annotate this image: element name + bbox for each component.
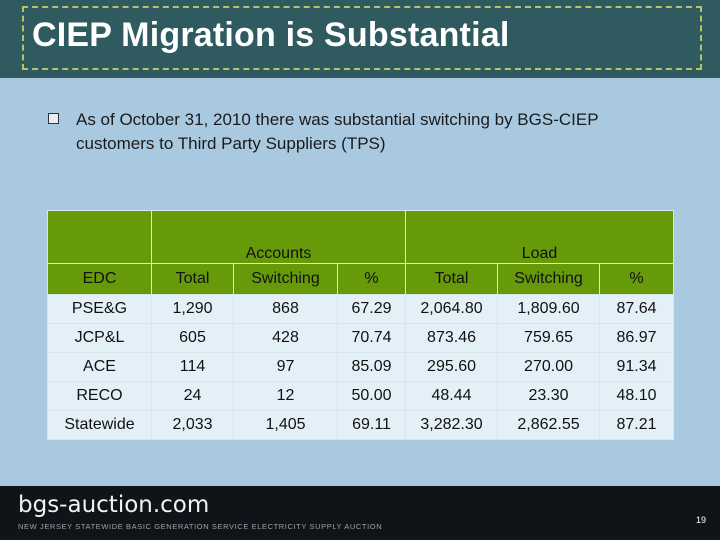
table-cell: 24 — [151, 381, 234, 411]
table-row: RECO 24 12 50.00 48.44 23.30 48.10 — [47, 381, 675, 411]
table-cell: 2,033 — [151, 410, 234, 440]
title-bar: CIEP Migration is Substantial — [0, 0, 720, 78]
table-cell: 868 — [233, 294, 338, 324]
migration-table: Accounts Load EDC Total Switching % Tota… — [47, 210, 675, 440]
table-cell: 67.29 — [336, 294, 407, 324]
table-cell: 86.97 — [599, 323, 675, 353]
table-cell: 97 — [233, 352, 338, 382]
footer-bar: bgs-auction.com NEW JERSEY STATEWIDE BAS… — [0, 486, 720, 540]
page-number: 19 — [695, 515, 706, 525]
table-cell: 23.30 — [497, 381, 601, 411]
title-frame — [22, 6, 702, 70]
column-header: % — [336, 263, 407, 295]
table-cell: 759.65 — [497, 323, 601, 353]
site-logo: bgs-auction.com — [18, 492, 210, 518]
slide-title: CIEP Migration is Substantial — [32, 16, 510, 54]
bullet-text: As of October 31, 2010 there was substan… — [76, 110, 599, 153]
table-cell: 295.60 — [405, 352, 499, 382]
table-cell: 605 — [151, 323, 234, 353]
table-cell: 3,282.30 — [405, 410, 499, 440]
column-header: Total — [405, 263, 499, 295]
table-cell: 428 — [233, 323, 338, 353]
table-row: PSE&G 1,290 868 67.29 2,064.80 1,809.60 … — [47, 294, 675, 324]
table-cell: 91.34 — [599, 352, 675, 382]
table-cell: 1,290 — [151, 294, 234, 324]
edc-cell: PSE&G — [47, 294, 152, 324]
table-cell: 12 — [233, 381, 338, 411]
edc-cell: ACE — [47, 352, 152, 382]
column-header: Switching — [497, 263, 601, 295]
table-cell: 114 — [151, 352, 234, 382]
table-cell: 50.00 — [336, 381, 407, 411]
accounts-group-header: Accounts — [150, 210, 407, 264]
table-cell: 87.21 — [599, 410, 675, 440]
column-header: EDC — [47, 263, 152, 295]
edc-cell: Statewide — [47, 410, 152, 440]
edc-cell: JCP&L — [47, 323, 152, 353]
table-cell: 1,809.60 — [497, 294, 601, 324]
column-header: Switching — [233, 263, 338, 295]
table-row: JCP&L 605 428 70.74 873.46 759.65 86.97 — [47, 323, 675, 353]
table-cell: 85.09 — [336, 352, 407, 382]
table-cell: 69.11 — [336, 410, 407, 440]
load-group-header: Load — [405, 210, 675, 264]
table-cell: 1,405 — [233, 410, 338, 440]
footer-tagline: NEW JERSEY STATEWIDE BASIC GENERATION SE… — [18, 522, 383, 531]
column-header: Total — [151, 263, 234, 295]
checkbox-bullet-icon — [48, 113, 59, 124]
table-cell: 270.00 — [497, 352, 601, 382]
table-cell: 48.44 — [405, 381, 499, 411]
column-header-row: EDC Total Switching % Total Switching % — [47, 263, 675, 295]
table-cell: 2,862.55 — [497, 410, 601, 440]
table-cell: 873.46 — [405, 323, 499, 353]
table-cell: 48.10 — [599, 381, 675, 411]
column-header: % — [599, 263, 675, 295]
table-row: ACE 114 97 85.09 295.60 270.00 91.34 — [47, 352, 675, 382]
statewide-total-row: Statewide 2,033 1,405 69.11 3,282.30 2,8… — [47, 410, 675, 440]
edc-cell: RECO — [47, 381, 152, 411]
table-cell: 70.74 — [336, 323, 407, 353]
table-cell: 2,064.80 — [405, 294, 499, 324]
empty-corner-cell — [47, 210, 152, 264]
table-cell: 87.64 — [599, 294, 675, 324]
